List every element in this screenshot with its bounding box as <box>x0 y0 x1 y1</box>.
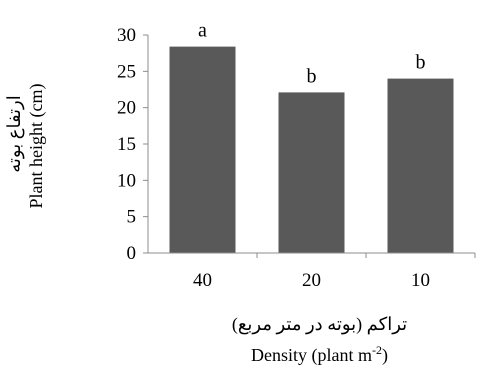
x-tick-label: 10 <box>411 270 430 291</box>
x-axis-label-english: Density (plant m-2) <box>251 343 388 366</box>
x-tick-label: 20 <box>302 270 321 291</box>
labels: a b b تراکم (بوته در متر مربع) Density (plan… <box>4 20 426 366</box>
bar <box>278 92 345 253</box>
data-label: a <box>198 20 207 42</box>
y-axis-label-english: Plant height (cm) <box>26 84 47 209</box>
y-tick-label: 20 <box>117 98 136 119</box>
data-label: b <box>416 52 426 74</box>
bar <box>169 46 236 254</box>
y-tick-label: 25 <box>117 61 136 82</box>
plot-area <box>169 46 454 254</box>
axes: 0 5 10 15 20 25 30 40 20 10 <box>117 25 476 291</box>
y-tick-label: 30 <box>117 25 136 46</box>
bar <box>387 78 454 253</box>
x-axis-label-persian: تراکم (بوته در متر مربع) <box>232 314 407 335</box>
y-axis-label-persian: ارتفاع بوته <box>4 95 25 173</box>
y-tick-label: 5 <box>127 207 137 228</box>
y-tick-label: 15 <box>117 134 136 155</box>
x-tick-label: 40 <box>193 270 212 291</box>
data-label: b <box>307 65 317 87</box>
y-tick-label: 0 <box>127 243 137 264</box>
y-tick-label: 10 <box>117 170 136 191</box>
